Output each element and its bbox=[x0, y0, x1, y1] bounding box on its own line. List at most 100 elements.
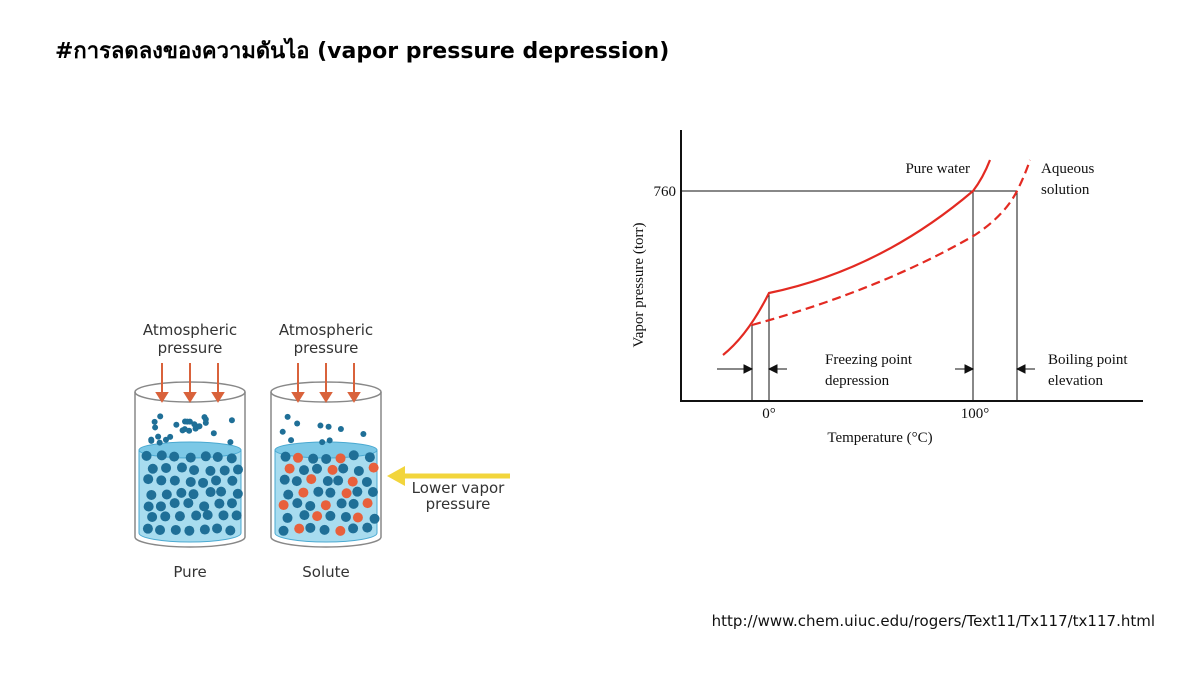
molecule bbox=[162, 436, 169, 443]
molecule bbox=[341, 488, 352, 499]
molecule bbox=[335, 453, 346, 464]
molecule bbox=[202, 419, 209, 426]
molecule bbox=[176, 462, 187, 473]
molecule bbox=[151, 418, 158, 425]
molecule bbox=[312, 511, 323, 522]
molecule bbox=[284, 463, 295, 474]
molecule bbox=[364, 452, 375, 463]
molecule bbox=[362, 522, 373, 533]
molecule bbox=[308, 453, 319, 464]
molecule bbox=[199, 501, 210, 512]
molecule bbox=[305, 522, 316, 533]
molecule bbox=[369, 513, 380, 524]
molecule bbox=[322, 476, 333, 487]
beaker-label: Solute bbox=[302, 563, 349, 581]
molecule bbox=[142, 523, 153, 534]
molecule bbox=[156, 475, 167, 486]
pressure-label: pressure bbox=[294, 339, 359, 357]
annotation: elevation bbox=[1048, 373, 1103, 389]
molecule bbox=[348, 450, 359, 461]
molecule bbox=[336, 498, 347, 509]
molecule bbox=[360, 430, 367, 437]
molecule bbox=[169, 498, 180, 509]
molecule bbox=[188, 489, 199, 500]
molecule bbox=[185, 476, 196, 487]
molecule bbox=[214, 498, 225, 509]
molecule bbox=[174, 511, 185, 522]
molecule bbox=[348, 498, 359, 509]
molecule bbox=[219, 465, 230, 476]
molecule bbox=[335, 525, 346, 536]
molecule bbox=[327, 464, 338, 475]
molecule bbox=[320, 500, 331, 511]
molecule bbox=[291, 476, 302, 487]
molecule bbox=[225, 525, 236, 536]
molecule bbox=[156, 439, 163, 446]
molecule bbox=[367, 487, 378, 498]
molecule bbox=[184, 525, 195, 536]
molecule bbox=[337, 425, 344, 432]
molecule bbox=[282, 512, 293, 523]
vapor-pressure-graph bbox=[680, 130, 1143, 402]
molecule bbox=[299, 465, 310, 476]
molecule bbox=[155, 433, 162, 440]
molecule bbox=[155, 501, 166, 512]
molecule bbox=[299, 510, 310, 521]
yellow-arrow bbox=[387, 466, 510, 486]
molecule bbox=[199, 524, 210, 535]
molecule bbox=[198, 477, 209, 488]
molecule bbox=[184, 418, 191, 425]
molecule bbox=[227, 475, 238, 486]
molecule bbox=[278, 525, 289, 536]
molecule bbox=[191, 510, 202, 521]
molecule bbox=[173, 421, 180, 428]
molecule bbox=[319, 524, 330, 535]
molecule bbox=[157, 413, 164, 420]
molecule bbox=[227, 439, 234, 446]
molecule bbox=[283, 489, 294, 500]
molecule bbox=[143, 501, 154, 512]
molecule bbox=[353, 465, 364, 476]
molecule bbox=[152, 424, 159, 431]
molecule bbox=[185, 452, 196, 463]
molecule bbox=[161, 462, 172, 473]
pressure-label: Atmospheric bbox=[143, 321, 237, 339]
source-url: http://www.chem.uiuc.edu/rogers/Text11/T… bbox=[712, 612, 1155, 630]
x-tick-label: 0° bbox=[762, 406, 776, 422]
molecule bbox=[319, 439, 326, 446]
molecule bbox=[170, 524, 181, 535]
title: #การลดลงของความดันไอ (vapor pressure dep… bbox=[55, 37, 669, 64]
molecule bbox=[231, 510, 242, 521]
molecule bbox=[280, 451, 291, 462]
molecule bbox=[288, 437, 295, 444]
molecule bbox=[279, 474, 290, 485]
molecule bbox=[191, 421, 198, 428]
molecule bbox=[298, 487, 309, 498]
pressure-arrows bbox=[155, 363, 361, 403]
curve-label: Aqueous bbox=[1041, 161, 1094, 177]
molecule bbox=[305, 500, 316, 511]
molecule bbox=[284, 413, 291, 420]
molecule bbox=[228, 417, 235, 424]
molecule bbox=[306, 474, 317, 485]
molecule bbox=[169, 451, 180, 462]
annotation: depression bbox=[825, 373, 890, 389]
molecule bbox=[205, 465, 216, 476]
pressure-label: pressure bbox=[158, 339, 223, 357]
y-axis-label: Vapor pressure (torr) bbox=[631, 223, 647, 348]
curve-label: solution bbox=[1041, 182, 1090, 198]
molecule bbox=[200, 451, 211, 462]
molecule bbox=[292, 498, 303, 509]
molecule bbox=[167, 433, 174, 440]
molecule bbox=[352, 512, 363, 523]
molecule bbox=[169, 475, 180, 486]
arrow-label: pressure bbox=[426, 495, 491, 513]
annotation: Boiling point bbox=[1048, 352, 1128, 368]
molecule bbox=[232, 488, 243, 499]
molecule bbox=[352, 486, 363, 497]
molecule bbox=[212, 451, 223, 462]
molecule bbox=[321, 453, 332, 464]
molecule bbox=[147, 511, 158, 522]
molecule bbox=[333, 475, 344, 486]
